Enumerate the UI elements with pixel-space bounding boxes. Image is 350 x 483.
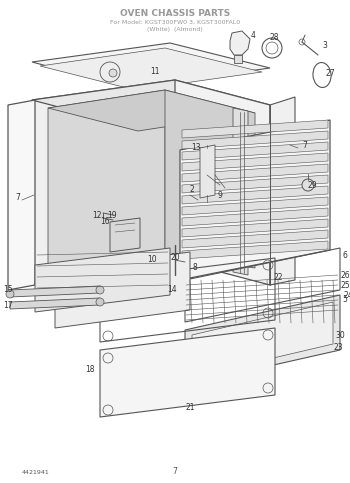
Text: OVEN CHASSIS PARTS: OVEN CHASSIS PARTS <box>120 10 230 18</box>
Polygon shape <box>110 218 140 252</box>
Polygon shape <box>182 186 328 204</box>
Polygon shape <box>185 295 340 385</box>
Polygon shape <box>165 90 255 268</box>
Polygon shape <box>234 55 242 63</box>
Polygon shape <box>270 97 295 285</box>
Polygon shape <box>182 142 328 160</box>
Circle shape <box>96 286 104 294</box>
Text: 30: 30 <box>335 330 345 340</box>
Text: 14: 14 <box>167 285 177 295</box>
Polygon shape <box>182 197 328 215</box>
Text: 11: 11 <box>150 68 160 76</box>
Text: 20: 20 <box>170 254 180 262</box>
Polygon shape <box>182 230 328 248</box>
Text: 12: 12 <box>92 211 102 219</box>
Text: (White)  (Almond): (White) (Almond) <box>147 27 203 31</box>
Text: 5: 5 <box>343 296 348 304</box>
Polygon shape <box>32 80 270 125</box>
Polygon shape <box>182 164 328 182</box>
Polygon shape <box>182 208 328 226</box>
Text: 2: 2 <box>190 185 194 195</box>
Polygon shape <box>230 31 250 55</box>
Text: 22: 22 <box>273 273 283 283</box>
Text: 7: 7 <box>173 468 177 477</box>
Polygon shape <box>100 328 275 417</box>
Text: 25: 25 <box>340 281 350 289</box>
Text: 21: 21 <box>185 403 195 412</box>
Text: 29: 29 <box>307 181 317 189</box>
Text: 15: 15 <box>3 285 13 295</box>
Text: 7: 7 <box>302 141 307 150</box>
Text: 3: 3 <box>323 42 328 51</box>
Polygon shape <box>182 120 328 138</box>
Circle shape <box>96 298 104 306</box>
Polygon shape <box>200 145 215 198</box>
Polygon shape <box>48 90 255 131</box>
Polygon shape <box>10 286 100 297</box>
Text: 27: 27 <box>325 69 335 77</box>
Circle shape <box>6 290 14 298</box>
Text: 18: 18 <box>85 366 95 374</box>
Polygon shape <box>175 80 270 285</box>
Polygon shape <box>32 80 175 280</box>
Polygon shape <box>233 108 248 275</box>
Polygon shape <box>182 241 328 259</box>
Polygon shape <box>192 302 333 377</box>
Text: 16: 16 <box>100 217 110 227</box>
Polygon shape <box>48 90 165 273</box>
Polygon shape <box>55 252 190 328</box>
Polygon shape <box>8 100 35 290</box>
Text: 6: 6 <box>343 251 348 259</box>
Text: 13: 13 <box>191 143 201 153</box>
Polygon shape <box>10 298 100 309</box>
Polygon shape <box>35 248 170 312</box>
Text: 24: 24 <box>343 292 350 300</box>
Polygon shape <box>182 153 328 171</box>
Text: For Model: KGST300FW0 3, KGST300FAL0: For Model: KGST300FW0 3, KGST300FAL0 <box>110 19 240 25</box>
Text: 7: 7 <box>15 194 20 202</box>
Text: 10: 10 <box>147 256 157 265</box>
Text: 19: 19 <box>107 211 117 219</box>
Text: 4: 4 <box>251 30 256 40</box>
Text: 28: 28 <box>269 33 279 43</box>
Polygon shape <box>40 48 262 90</box>
Text: 8: 8 <box>193 264 197 272</box>
Text: 26: 26 <box>340 270 350 280</box>
Text: 4421941: 4421941 <box>22 469 50 474</box>
Polygon shape <box>182 219 328 237</box>
Polygon shape <box>182 175 328 193</box>
Circle shape <box>302 179 314 191</box>
Polygon shape <box>180 120 330 280</box>
Text: 23: 23 <box>333 343 343 353</box>
Text: 17: 17 <box>3 300 13 310</box>
Circle shape <box>109 69 117 77</box>
Text: 9: 9 <box>218 190 223 199</box>
Polygon shape <box>182 131 328 149</box>
Polygon shape <box>32 43 270 88</box>
